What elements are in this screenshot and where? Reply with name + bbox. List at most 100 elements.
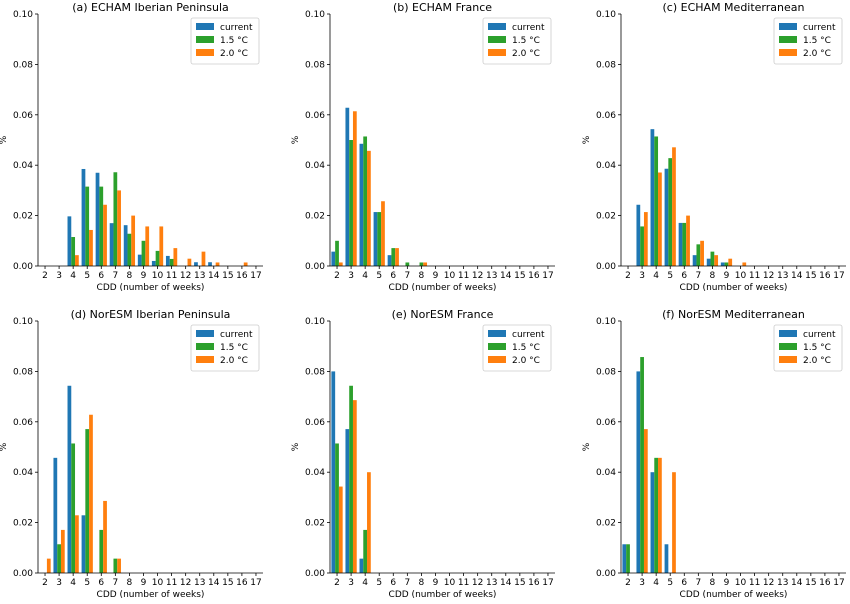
y-tick-label: 0.00 <box>596 262 616 272</box>
x-tick-label: 16 <box>819 271 831 281</box>
x-tick-label: 9 <box>724 578 730 588</box>
bar-current-8 <box>123 225 128 266</box>
legend-label: current <box>803 330 836 340</box>
x-tick-label: 13 <box>777 271 788 281</box>
x-tick-label: 2 <box>42 271 48 281</box>
x-tick-label: 13 <box>486 271 497 281</box>
bar-current-3 <box>636 204 641 266</box>
bar-current-6 <box>95 172 100 266</box>
bar-2-0-c-3 <box>643 212 648 266</box>
bar-2-0-c-6 <box>686 215 690 266</box>
x-tick-label: 3 <box>56 578 62 588</box>
x-tick-label: 4 <box>70 578 76 588</box>
chart-panel-2: 0.00 0.02 0.04 0.06 0.08 0.10 2 3 4 5 6 7 8 9 10 11 12 13… <box>582 1 846 293</box>
legend-swatch <box>196 49 214 56</box>
x-tick-label: 9 <box>141 578 147 588</box>
y-tick-label: 0.10 <box>13 10 33 20</box>
bar-2-0-c-2 <box>46 558 51 573</box>
bar-current-5 <box>81 515 86 573</box>
x-tick-label: 13 <box>194 578 205 588</box>
x-tick-label: 17 <box>250 271 261 281</box>
y-tick-label: 0.10 <box>305 317 325 327</box>
y-tick-label: 0.02 <box>305 212 325 222</box>
chart-panel-1: 0.00 0.02 0.04 0.06 0.08 0.10 2 3 4 5 6 7 8 9 10 11 12 13… <box>291 1 555 293</box>
bar-current-5 <box>81 168 86 266</box>
bar-current-3 <box>53 457 58 573</box>
bar-1-5-c-6 <box>391 248 396 266</box>
x-tick-label: 10 <box>152 271 164 281</box>
legend-swatch <box>488 23 506 30</box>
x-tick-label: 5 <box>667 578 673 588</box>
bar-1-5-c-5 <box>85 429 90 573</box>
x-tick-label: 4 <box>653 271 659 281</box>
bar-1-5-c-7 <box>113 558 118 573</box>
legend-swatch <box>488 49 506 56</box>
x-axis-label: CDD (number of weeks) <box>680 590 788 600</box>
x-tick-label: 16 <box>236 271 248 281</box>
bar-current-14 <box>208 262 212 266</box>
x-tick-label: 2 <box>334 271 340 281</box>
panel-title: (b) ECHAM France <box>393 1 492 14</box>
y-tick-label: 0.02 <box>13 519 33 529</box>
bar-current-13 <box>194 262 198 266</box>
x-tick-label: 3 <box>348 578 354 588</box>
legend-label: 2.0 °C <box>512 49 540 59</box>
x-tick-label: 4 <box>70 271 76 281</box>
x-tick-label: 5 <box>376 578 382 588</box>
legend-label: 2.0 °C <box>220 356 248 366</box>
bar-2-0-c-11 <box>173 248 178 266</box>
bar-current-3 <box>345 107 350 267</box>
legend-swatch <box>779 330 797 337</box>
bar-2-0-c-3 <box>643 429 648 573</box>
x-tick-label: 3 <box>639 578 645 588</box>
bar-1-5-c-7 <box>113 172 118 266</box>
y-tick-label: 0.10 <box>596 317 616 327</box>
bar-1-5-c-6 <box>99 529 104 573</box>
bar-current-9 <box>137 254 142 266</box>
x-tick-label: 12 <box>180 271 191 281</box>
x-tick-label: 6 <box>390 578 396 588</box>
chart-panel-4: 0.00 0.02 0.04 0.06 0.08 0.10 2 3 4 5 6 7 8 9 10 11 12 13… <box>291 308 555 600</box>
legend-swatch <box>196 330 214 337</box>
bar-2-0-c-9 <box>728 258 733 266</box>
x-tick-label: 9 <box>433 578 439 588</box>
x-tick-label: 7 <box>404 578 410 588</box>
y-tick-label: 0.02 <box>596 519 616 529</box>
x-tick-label: 8 <box>127 271 133 281</box>
y-tick-label: 0.04 <box>596 161 616 171</box>
bar-current-4 <box>67 385 72 573</box>
bar-1-5-c-3 <box>349 385 353 573</box>
x-tick-label: 7 <box>695 271 701 281</box>
y-tick-label: 0.08 <box>13 60 33 70</box>
bar-2-0-c-9 <box>145 226 150 266</box>
x-tick-label: 11 <box>458 578 469 588</box>
x-tick-label: 12 <box>180 578 191 588</box>
y-tick-label: 0.10 <box>305 10 325 20</box>
bar-2-0-c-7 <box>117 558 121 573</box>
y-tick-label: 0.02 <box>13 212 33 222</box>
x-tick-label: 11 <box>458 271 469 281</box>
bar-current-2 <box>331 251 336 266</box>
y-axis-label: % <box>582 135 592 144</box>
x-tick-label: 16 <box>236 578 248 588</box>
bar-current-7 <box>109 223 114 266</box>
legend-label: 2.0 °C <box>803 356 831 366</box>
y-tick-label: 0.00 <box>13 569 33 579</box>
legend-label: 1.5 °C <box>803 36 831 46</box>
legend-label: 1.5 °C <box>803 343 831 353</box>
y-tick-label: 0.00 <box>13 262 33 272</box>
panel-title: (e) NorESM France <box>392 308 494 321</box>
x-tick-label: 3 <box>348 271 354 281</box>
x-tick-label: 16 <box>819 578 831 588</box>
x-tick-label: 5 <box>376 271 382 281</box>
bar-current-4 <box>359 558 364 573</box>
bar-1-5-c-8 <box>419 262 424 266</box>
y-tick-label: 0.02 <box>305 519 325 529</box>
x-tick-label: 6 <box>98 578 104 588</box>
bar-2-0-c-7 <box>117 190 121 266</box>
bar-1-5-c-3 <box>349 140 353 266</box>
x-tick-label: 11 <box>749 271 760 281</box>
x-tick-label: 15 <box>805 578 816 588</box>
x-tick-label: 8 <box>127 578 133 588</box>
